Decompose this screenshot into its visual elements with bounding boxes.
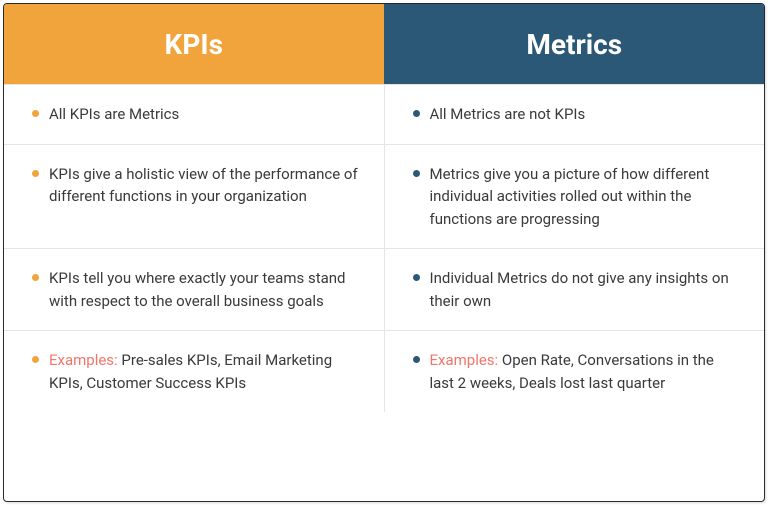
- cell-metrics-2: Individual Metrics do not give any insig…: [384, 249, 765, 330]
- table-row: KPIs give a holistic view of the perform…: [4, 144, 764, 249]
- bullet-icon: [32, 274, 39, 281]
- table-header-row: KPIs Metrics: [4, 4, 764, 84]
- bullet-icon: [413, 274, 420, 281]
- table-row: Examples: Pre-sales KPIs, Email Marketin…: [4, 330, 764, 412]
- bullet-icon: [32, 356, 39, 363]
- cell-text: Metrics give you a picture of how differ…: [430, 163, 743, 231]
- cell-text: All KPIs are Metrics: [49, 103, 362, 126]
- cell-kpis-1: KPIs give a holistic view of the perform…: [4, 145, 384, 249]
- table-row: KPIs tell you where exactly your teams s…: [4, 248, 764, 330]
- column-header-kpis: KPIs: [4, 4, 384, 84]
- cell-metrics-3: Examples: Open Rate, Conversations in th…: [384, 331, 765, 412]
- cell-kpis-3: Examples: Pre-sales KPIs, Email Marketin…: [4, 331, 384, 412]
- bullet-icon: [32, 110, 39, 117]
- cell-metrics-1: Metrics give you a picture of how differ…: [384, 145, 765, 249]
- cell-text: Examples: Pre-sales KPIs, Email Marketin…: [49, 349, 362, 394]
- bullet-icon: [32, 170, 39, 177]
- cell-text: Individual Metrics do not give any insig…: [430, 267, 743, 312]
- cell-text: KPIs tell you where exactly your teams s…: [49, 267, 362, 312]
- cell-kpis-0: All KPIs are Metrics: [4, 85, 384, 144]
- cell-text: Examples: Open Rate, Conversations in th…: [430, 349, 743, 394]
- bullet-icon: [413, 110, 420, 117]
- table-row: All KPIs are Metrics All Metrics are not…: [4, 84, 764, 144]
- bullet-icon: [413, 356, 420, 363]
- cell-kpis-2: KPIs tell you where exactly your teams s…: [4, 249, 384, 330]
- cell-text: All Metrics are not KPIs: [430, 103, 743, 126]
- comparison-table: KPIs Metrics All KPIs are Metrics All Me…: [3, 3, 765, 502]
- column-header-metrics: Metrics: [384, 4, 765, 84]
- example-label: Examples:: [430, 351, 499, 369]
- cell-metrics-0: All Metrics are not KPIs: [384, 85, 765, 144]
- example-label: Examples:: [49, 351, 118, 369]
- bullet-icon: [413, 170, 420, 177]
- cell-text: KPIs give a holistic view of the perform…: [49, 163, 362, 208]
